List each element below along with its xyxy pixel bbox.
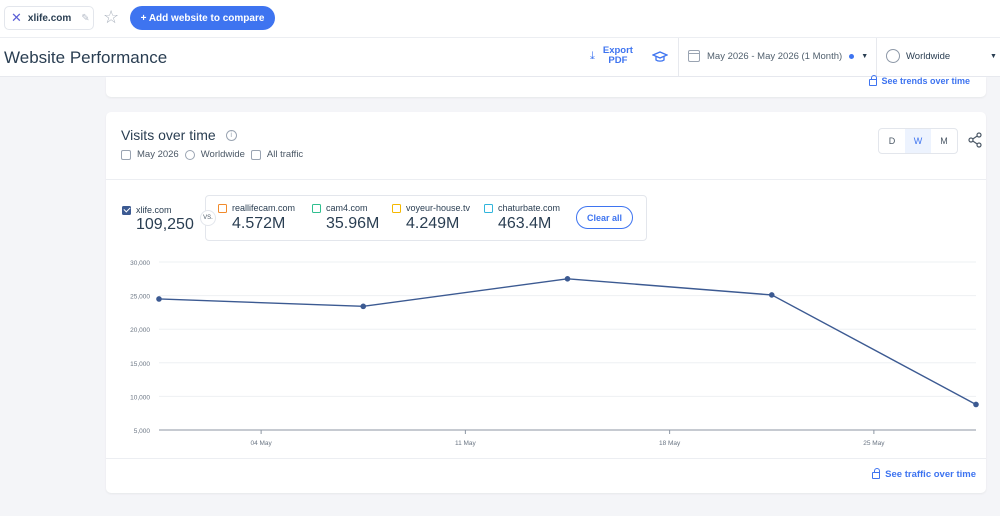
- calendar-icon: [121, 149, 131, 160]
- clear-all-button[interactable]: Clear all: [576, 206, 633, 229]
- filter-date: May 2026: [137, 149, 179, 160]
- competitor-item: reallifecam.com 4.572M: [218, 203, 295, 233]
- data-point: [768, 292, 775, 298]
- site-chip[interactable]: ✕ xlife.com ✎: [4, 6, 94, 30]
- data-point: [360, 303, 367, 310]
- main-site-value: 109,250: [136, 216, 194, 233]
- visits-card: Visits over time i May 2026 Worldwide Al…: [106, 112, 986, 493]
- y-tick-label: 10,000: [130, 394, 150, 401]
- competitor-name: voyeur-house.tv: [406, 203, 471, 213]
- info-icon[interactable]: i: [225, 129, 237, 141]
- date-range-selector[interactable]: May 2026 - May 2026 (1 Month) ▼: [688, 50, 868, 62]
- see-trends-label: See trends over time: [881, 76, 970, 86]
- main-site-name: xlife.com: [136, 205, 172, 215]
- lock-icon: [869, 74, 878, 86]
- globe-icon: [184, 149, 195, 160]
- x-tick-label: 04 May: [250, 440, 272, 447]
- share-icon[interactable]: [968, 132, 982, 148]
- page-header: Website Performance ⤓ Export PDF May 202…: [0, 37, 1000, 78]
- competitor-checkbox[interactable]: [392, 203, 401, 213]
- x-tick-label: 18 May: [659, 440, 681, 447]
- header-divider: [678, 38, 679, 78]
- y-tick-label: 5,000: [134, 428, 151, 435]
- star-icon[interactable]: ☆: [103, 7, 120, 27]
- export-label: Export: [602, 45, 633, 56]
- granularity-month[interactable]: M: [940, 136, 948, 146]
- data-point: [564, 276, 571, 282]
- competitor-name: chaturbate.com: [498, 203, 561, 213]
- export-pdf-button[interactable]: ⤓ Export PDF: [590, 46, 633, 66]
- region-selector[interactable]: Worldwide ▼: [886, 49, 997, 63]
- see-traffic-link[interactable]: See traffic over time: [872, 468, 976, 480]
- filter-traffic: All traffic: [266, 149, 304, 160]
- pencil-icon[interactable]: ✎: [81, 12, 90, 24]
- traffic-icon: [250, 149, 261, 160]
- card-divider: [106, 179, 986, 180]
- competitor-checkbox[interactable]: [312, 203, 321, 213]
- competitor-name: reallifecam.com: [232, 203, 296, 213]
- main-site-metric: xlife.com 109,250: [122, 205, 194, 234]
- competitor-value: 4.572M: [232, 215, 286, 232]
- competitor-value: 463.4M: [498, 215, 552, 232]
- y-tick-label: 20,000: [130, 327, 150, 334]
- status-dot: [849, 53, 855, 59]
- y-tick-label: 30,000: [130, 260, 150, 267]
- x-tick-label: 11 May: [455, 440, 477, 447]
- chevron-down-icon: ▼: [990, 53, 997, 60]
- add-website-button[interactable]: + Add website to compare: [130, 6, 275, 30]
- data-point: [156, 296, 162, 302]
- header-divider: [876, 38, 877, 78]
- filter-region: Worldwide: [200, 149, 245, 160]
- card-divider: [106, 458, 986, 459]
- graduation-cap-icon[interactable]: [652, 49, 668, 65]
- card-title: Visits over time: [121, 127, 216, 143]
- competitor-name: cam4.com: [326, 203, 368, 213]
- granularity-day[interactable]: D: [888, 136, 896, 146]
- download-icon: ⤓: [590, 49, 595, 62]
- y-tick-label: 25,000: [130, 294, 150, 301]
- data-point: [973, 401, 979, 408]
- vs-badge: VS.: [200, 210, 216, 226]
- x-tick-label: 25 May: [863, 440, 885, 447]
- competitors-box: reallifecam.com 4.572M cam4.com 35.96M v…: [205, 195, 647, 241]
- main-site-checkbox[interactable]: [122, 205, 131, 215]
- competitor-value: 4.249M: [406, 215, 460, 232]
- pdf-label: PDF: [608, 55, 628, 66]
- globe-icon: [886, 49, 900, 63]
- series-line: [158, 278, 977, 406]
- y-tick-label: 15,000: [130, 361, 150, 368]
- calendar-icon: [688, 50, 700, 62]
- upper-card: See trends over time: [106, 74, 986, 97]
- x-logo-icon: ✕: [11, 10, 22, 26]
- see-trends-link[interactable]: See trends over time: [869, 74, 970, 86]
- lock-icon: [872, 468, 881, 479]
- date-range-label: May 2026 - May 2026 (1 Month): [707, 50, 843, 62]
- granularity-toggle: D W M: [878, 128, 958, 154]
- region-label: Worldwide: [906, 50, 951, 62]
- competitor-value: 35.96M: [326, 215, 380, 232]
- competitor-item: voyeur-house.tv 4.249M: [392, 203, 470, 233]
- page-title: Website Performance: [4, 48, 168, 67]
- card-filters: May 2026 Worldwide All traffic: [121, 149, 303, 160]
- see-traffic-label: See traffic over time: [885, 469, 976, 480]
- site-chip-label: xlife.com: [27, 12, 72, 24]
- visits-line-chart: 30,000 25,000 20,000 15,000 10,000 5,000 04 Ma…: [130, 260, 979, 447]
- competitor-item: chaturbate.com 463.4M: [484, 203, 560, 233]
- competitor-checkbox[interactable]: [218, 203, 227, 213]
- competitor-checkbox[interactable]: [484, 203, 493, 213]
- top-bar: ✕ xlife.com ✎ ☆ + Add website to compare: [0, 0, 1000, 37]
- competitor-item: cam4.com 35.96M: [312, 203, 379, 233]
- chevron-down-icon: ▼: [861, 52, 869, 60]
- granularity-week[interactable]: W: [905, 129, 931, 153]
